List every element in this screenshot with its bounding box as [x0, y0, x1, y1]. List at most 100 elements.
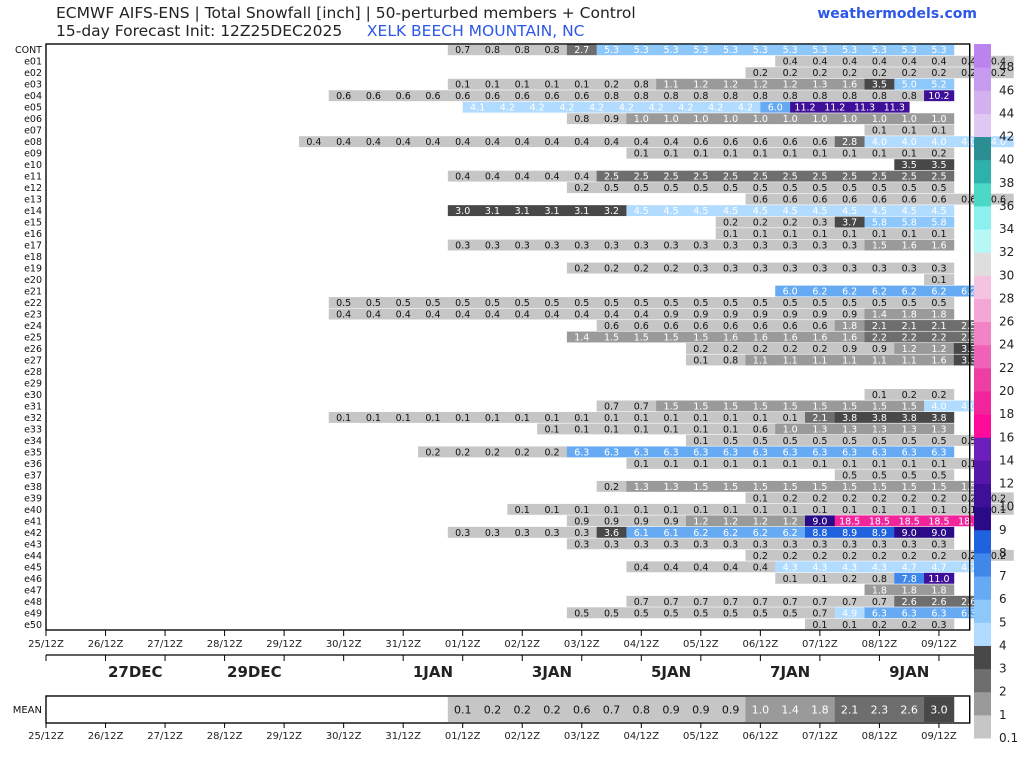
member-e26-value: 0.2 [812, 344, 827, 355]
member-e03-cell [834, 78, 865, 90]
member-e03-value: 0.1 [485, 80, 500, 91]
mean-x-tick-label: 08/12Z [862, 731, 898, 742]
member-e36-value: 0.1 [723, 459, 738, 470]
colorbar-segment [974, 714, 991, 739]
member-e04-value: 0.6 [574, 91, 589, 102]
member-e49-cell [805, 607, 836, 619]
member-e32-cell [626, 411, 657, 423]
colorbar-label: 40 [999, 153, 1014, 167]
location-label: XELK BEECH MOUNTAIN, NC [366, 22, 585, 40]
member-e15-cell [864, 216, 895, 228]
member-e41-cell [864, 515, 895, 527]
member-e35-value: 6.3 [872, 447, 887, 458]
member-e22-cell [656, 297, 687, 308]
member-e36-cell [626, 457, 657, 469]
member-e48-cell [805, 595, 836, 607]
member-e42-cell [507, 526, 538, 538]
brand-link[interactable]: weathermodels.com [817, 6, 977, 22]
member-e01-cell [805, 55, 836, 67]
member-e11-value: 2.5 [842, 172, 857, 183]
member-e15-value: 5.8 [872, 218, 887, 229]
colorbar-segment [974, 182, 991, 207]
member-e08-cell [566, 136, 598, 148]
member-e05-value: 4.2 [500, 103, 515, 114]
member-e36-cell [805, 457, 836, 469]
member-label: e20 [24, 275, 42, 286]
member-e08-value: 4.0 [991, 137, 1006, 148]
member-e32-value: 3.8 [872, 413, 887, 424]
member-e08-value: 0.4 [485, 137, 500, 148]
member-e24-cell [894, 320, 925, 331]
member-e17-value: 0.3 [604, 241, 619, 252]
member-e36-cell [656, 457, 687, 469]
member-e05-value: 4.2 [619, 103, 634, 114]
member-e41-value: 18.5 [839, 516, 860, 527]
member-e03-cell [537, 78, 568, 90]
member-CONT-cell [477, 44, 508, 56]
member-e41-value: 0.9 [574, 516, 589, 527]
member-e05-value: 11.3 [854, 103, 875, 114]
member-e02-cell [834, 67, 865, 79]
member-e15-cell [924, 216, 955, 228]
member-e19-value: 0.2 [634, 264, 649, 275]
member-e16-cell [864, 228, 895, 240]
member-e33-value: 1.3 [812, 424, 827, 435]
member-e33-value: 0.1 [664, 424, 679, 435]
member-e25-value: 1.5 [634, 333, 649, 344]
mean-value: 2.6 [900, 704, 918, 717]
member-e14-value: 4.5 [723, 206, 738, 217]
member-e45-cell [745, 561, 776, 573]
member-label: e28 [24, 367, 42, 378]
member-e38-value: 0.2 [604, 482, 619, 493]
member-e06-cell [745, 113, 776, 125]
member-e23-value: 0.9 [664, 310, 679, 321]
member-e42-value: 6.1 [634, 528, 649, 539]
member-e06-cell [805, 113, 836, 125]
member-e26-value: 0.9 [872, 344, 887, 355]
x-tick-label: 07/12Z [802, 639, 838, 650]
member-e43-value: 0.3 [931, 539, 946, 550]
member-e34-cell [745, 434, 776, 446]
member-e24-value: 1.8 [842, 321, 857, 332]
member-e12-value: 0.5 [872, 183, 887, 194]
member-e22-value: 0.5 [902, 298, 917, 309]
member-e38-value: 1.3 [634, 482, 649, 493]
member-e17-value: 0.3 [664, 241, 679, 252]
member-e19-value: 0.3 [842, 264, 857, 275]
member-e40-value: 0.1 [961, 505, 976, 516]
member-e23-value: 1.8 [931, 310, 946, 321]
mean-x-tick-label: 07/12Z [802, 731, 838, 742]
member-e16-value: 0.1 [842, 229, 857, 240]
mean-cell [596, 697, 627, 722]
member-e21-cell [953, 285, 984, 297]
member-e07-value: 0.1 [902, 126, 917, 137]
colorbar-segment [974, 136, 991, 161]
member-e05-value: 4.2 [649, 103, 664, 114]
member-e17-cell [805, 239, 836, 251]
member-e23-value: 1.8 [902, 310, 917, 321]
member-e11-value: 0.4 [544, 172, 559, 183]
member-e38-cell [685, 480, 717, 492]
member-e14-value: 4.5 [872, 206, 887, 217]
member-e04-cell [537, 90, 568, 102]
member-e24-value: 0.6 [634, 321, 649, 332]
x-tick-label: 27/12Z [147, 639, 183, 650]
member-e09-value: 0.1 [753, 149, 768, 160]
member-e14-value: 4.5 [812, 206, 827, 217]
member-e08-value: 0.4 [544, 137, 559, 148]
mean-value: 1.4 [781, 704, 799, 717]
member-e33-cell [745, 423, 776, 435]
x-tick-label: 09/12Z [921, 639, 957, 650]
member-e39-value: 0.2 [902, 493, 917, 504]
member-label: e03 [24, 80, 42, 91]
member-e36-cell [864, 457, 895, 469]
member-e09-cell [745, 147, 776, 159]
member-e19-cell [626, 262, 657, 274]
member-e03-cell [805, 78, 836, 90]
member-e25-value: 2.3 [961, 333, 976, 344]
member-e08-cell [507, 136, 538, 148]
member-e04-value: 0.8 [634, 91, 649, 102]
member-e06-cell [775, 113, 806, 125]
member-e04-cell [358, 90, 389, 102]
member-e26-cell [715, 343, 746, 354]
